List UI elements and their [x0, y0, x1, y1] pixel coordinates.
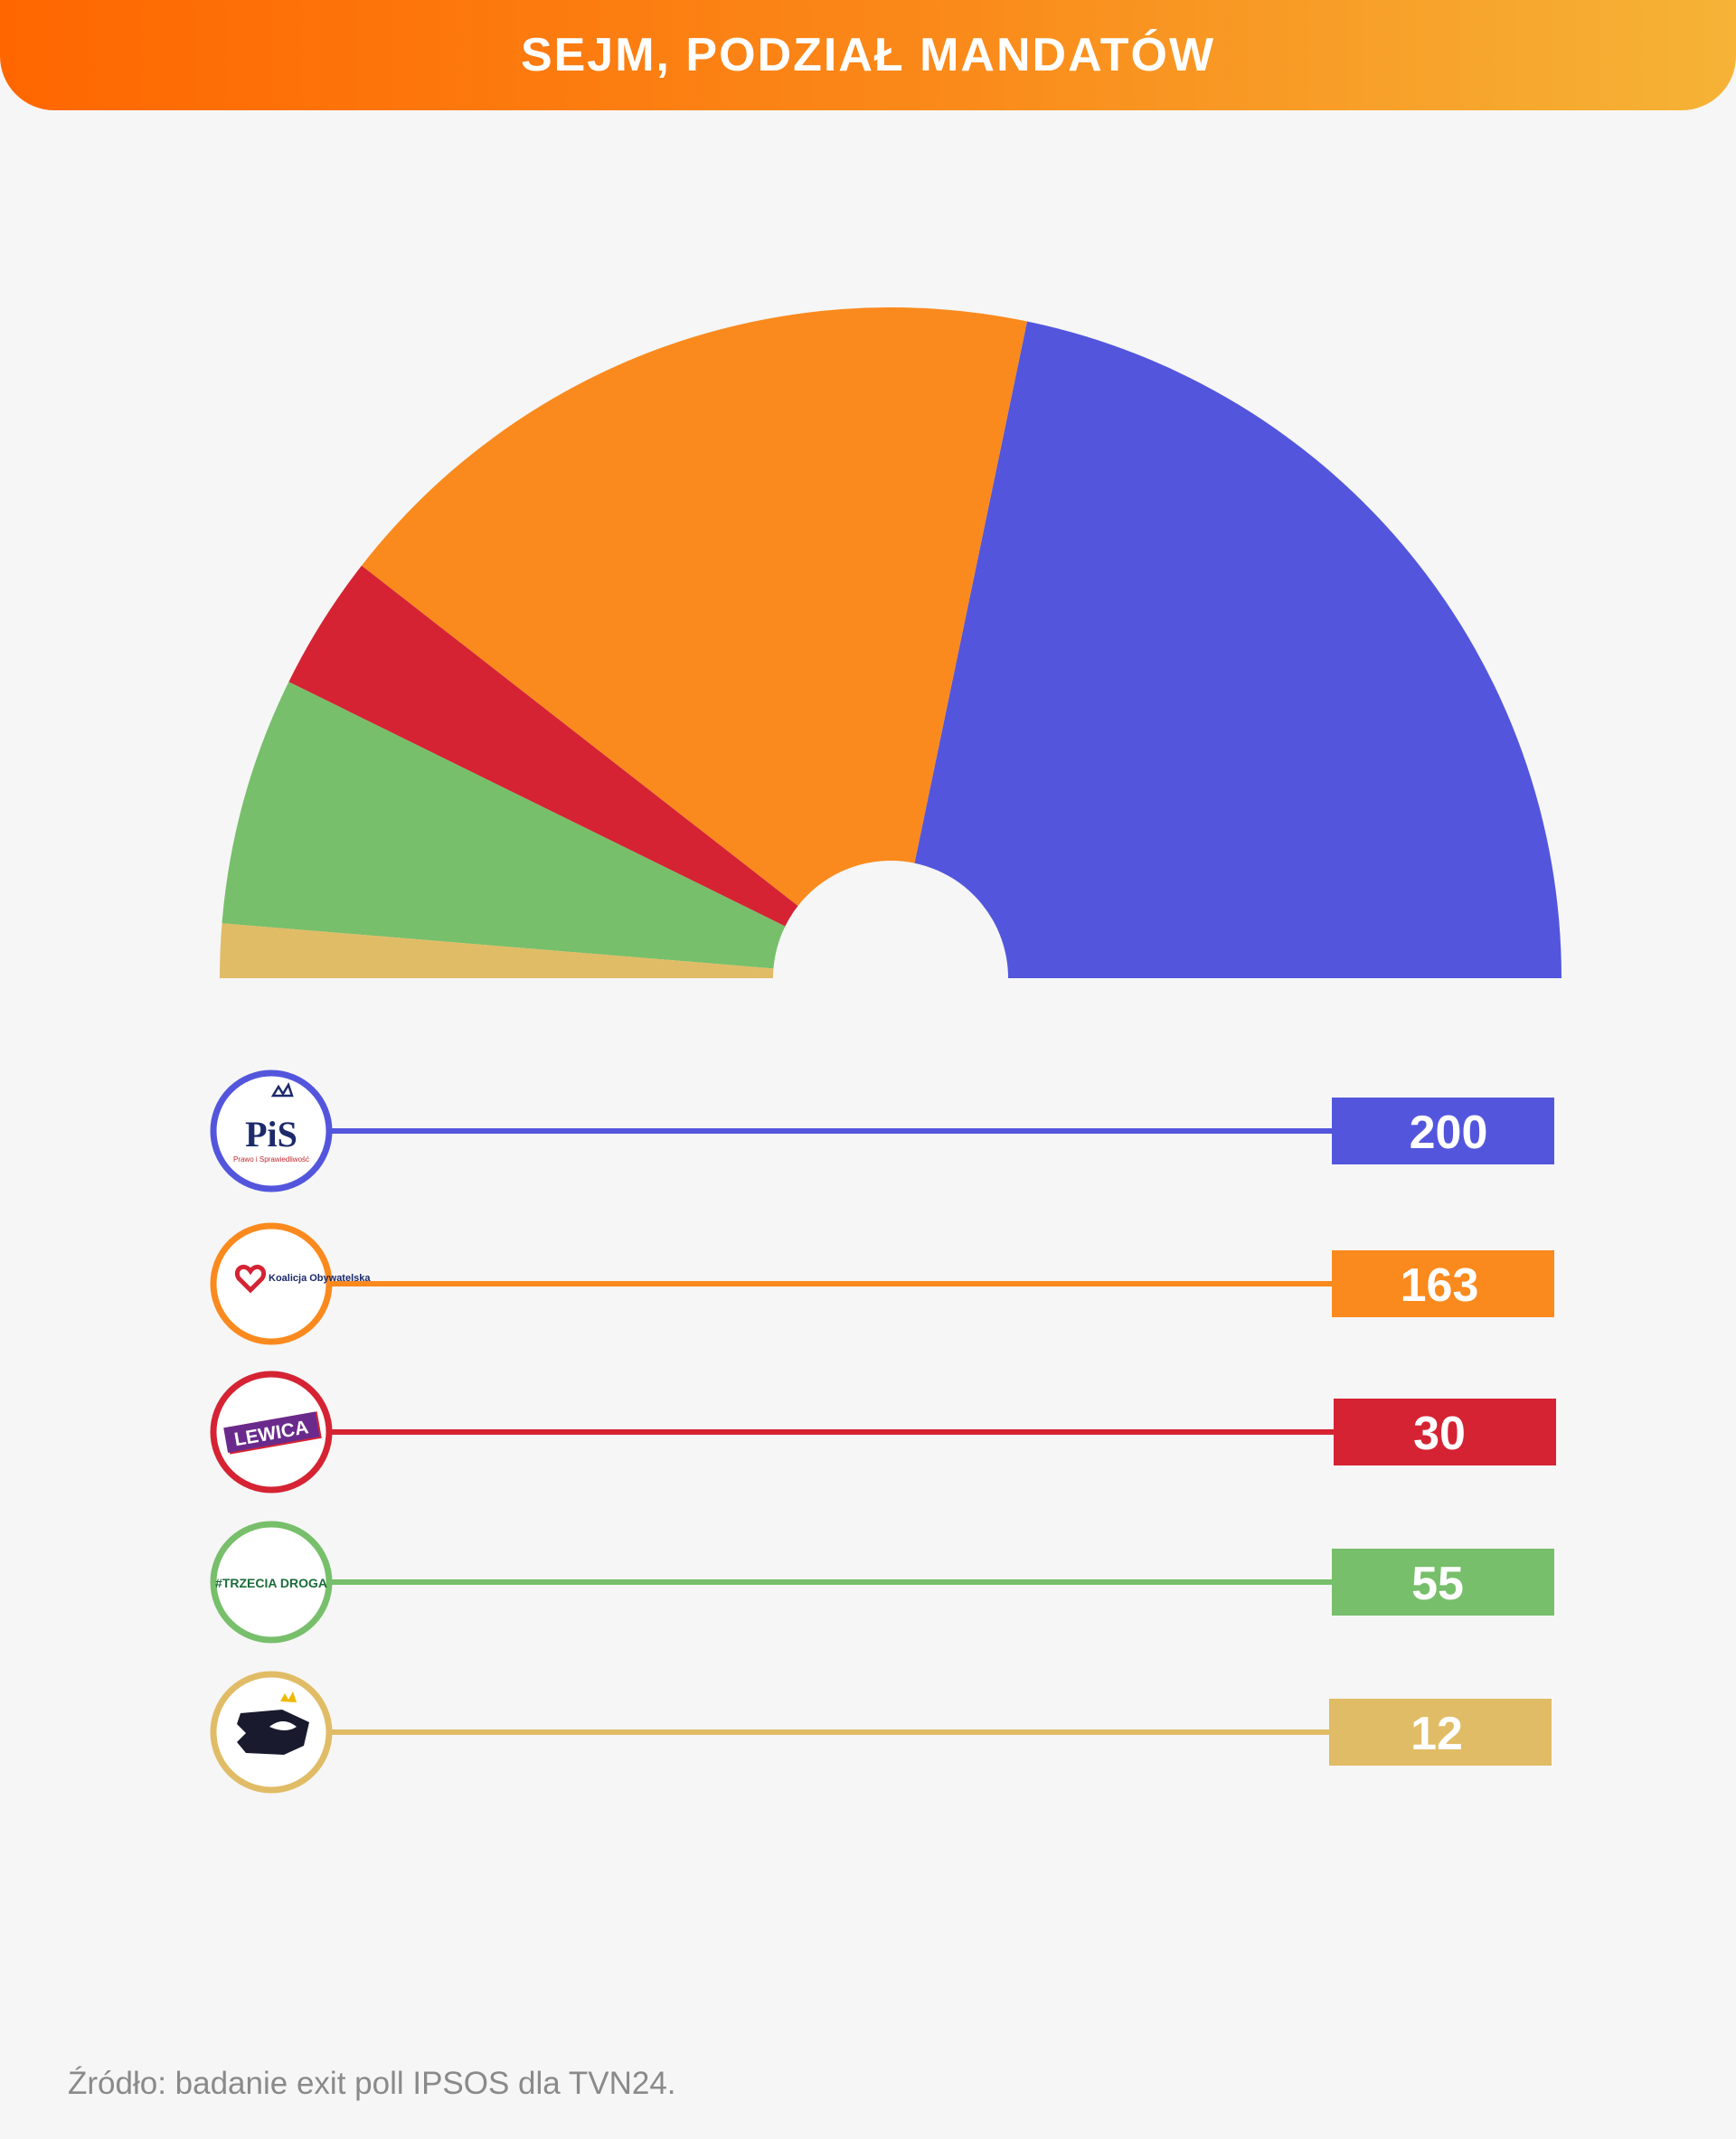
konfederacja-logo-icon: [237, 1691, 309, 1755]
chart-slice-pis: [914, 321, 1561, 978]
value-bar-trzecia-droga: [1332, 1549, 1554, 1616]
koalicja-obywatelska-logo-icon: Koalicja Obywatelska: [235, 1265, 371, 1294]
legend-logo-ring-ko: [210, 1222, 333, 1345]
value-ko: 163: [1401, 1259, 1479, 1312]
pis-logo-subtext: Prawo i Sprawiedliwość: [233, 1155, 309, 1164]
trzecia-droga-logo-icon: #TRZECIA DROGA: [215, 1576, 327, 1590]
header-bar: SEJM, PODZIAŁ MANDATÓW: [0, 0, 1736, 110]
value-konfederacja: 12: [1410, 1708, 1463, 1760]
page-title: SEJM, PODZIAŁ MANDATÓW: [520, 29, 1216, 81]
legend-row-trzecia-droga: #TRZECIA DROGA 55: [210, 1521, 1554, 1644]
value-bar-konfederacja: [1329, 1699, 1552, 1766]
value-bar-ko: [1332, 1250, 1554, 1317]
legend-row-ko: Koalicja Obywatelska 163: [210, 1222, 1554, 1345]
pis-logo-text: PiS: [245, 1114, 297, 1154]
legend-row-lewica: LEWICA 30: [210, 1371, 1556, 1494]
chart-slice-konfederacja: [220, 923, 774, 978]
value-pis: 200: [1410, 1107, 1488, 1159]
chart-slice-lewica: [288, 565, 798, 927]
chart-slice-ko: [361, 306, 1027, 907]
trzecia-droga-logo-text: #TRZECIA DROGA: [215, 1576, 327, 1590]
source-note: Źródło: badanie exit poll IPSOS dla TVN2…: [68, 2066, 676, 2101]
ko-logo-text: Koalicja Obywatelska: [269, 1273, 371, 1284]
legend-row-pis: PiS Prawo i Sprawiedliwość 200: [210, 1070, 1554, 1192]
chart-slice-trzecia_droga: [222, 682, 786, 969]
pis-logo-icon: PiS Prawo i Sprawiedliwość: [233, 1082, 309, 1164]
value-bar-pis: [1332, 1098, 1554, 1164]
value-lewica: 30: [1413, 1408, 1466, 1460]
value-bar-lewica: [1334, 1399, 1556, 1465]
semicircle-chart: [220, 306, 1561, 978]
legend-logo-ring-trzecia-droga: [210, 1521, 333, 1644]
value-trzecia-droga: 55: [1411, 1558, 1464, 1610]
legend-logo-ring-pis: [210, 1070, 333, 1192]
legend-row-konfederacja: 12: [210, 1671, 1552, 1794]
